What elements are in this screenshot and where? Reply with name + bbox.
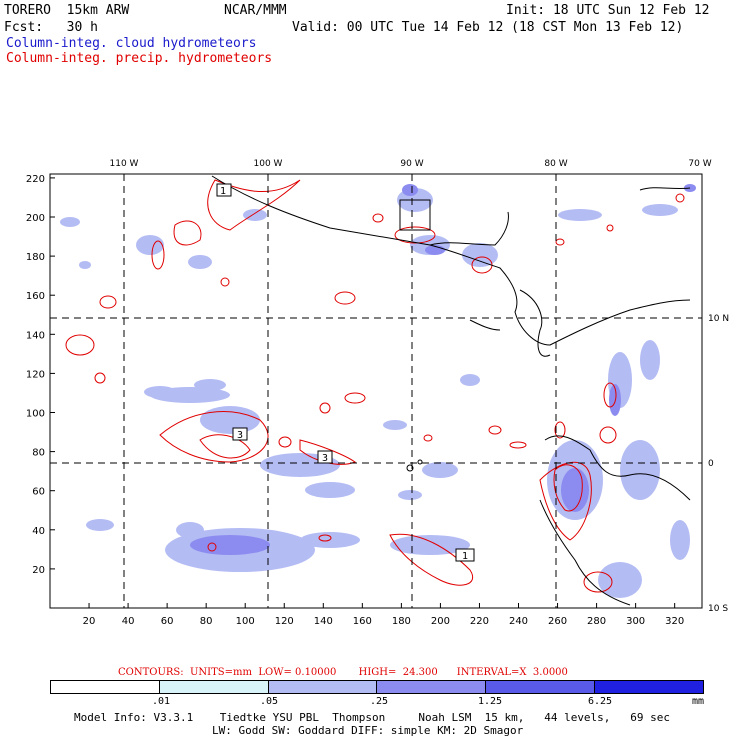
contour-label-1: 1 [220, 186, 226, 197]
y-tick-label-0: 20 [32, 565, 45, 576]
colorbar-unit: mm [692, 696, 705, 707]
x-tick-label-10: 220 [470, 616, 489, 627]
colorbar-bin-4 [486, 681, 596, 693]
x-tick-label-15: 320 [665, 616, 684, 627]
y-tick-label-5: 120 [26, 369, 45, 380]
colorbar-bin-5 [595, 681, 703, 693]
cloud-field [60, 188, 690, 598]
contour-label-3a: 3 [237, 430, 243, 441]
contour-label-4: 1 [462, 551, 468, 562]
colorbar-label-0: .01 [152, 696, 171, 707]
lon-label-3: 80 W [544, 159, 567, 169]
lon-label-4: 70 W [688, 159, 711, 169]
y-tick-label-8: 180 [26, 252, 45, 263]
x-tick-label-6: 140 [314, 616, 333, 627]
lat-label-2: 10 S [708, 604, 728, 614]
map-frame [49, 173, 703, 609]
x-tick-label-13: 280 [587, 616, 606, 627]
longitude-labels: 110 W 100 W 90 W 80 W 70 W [110, 159, 712, 169]
coastlines [211, 175, 691, 606]
model-info-line2: LW: Godd SW: Goddard DIFF: simple KM: 2D… [212, 724, 524, 737]
y-tick-label-6: 140 [26, 330, 45, 341]
colorbar-bin-0 [51, 681, 160, 693]
x-tick-label-12: 260 [548, 616, 567, 627]
lat-lon-grid [50, 174, 702, 608]
x-tick-label-1: 40 [122, 616, 135, 627]
x-tick-label-4: 100 [236, 616, 255, 627]
latitude-labels: 10 N 0 10 S [708, 314, 729, 614]
init-time: Init: 18 UTC Sun 12 Feb 12 [506, 3, 710, 18]
x-tick-label-5: 120 [275, 616, 294, 627]
lat-label-1: 0 [708, 459, 714, 469]
y-tick-label-10: 220 [26, 174, 45, 185]
x-tick-label-14: 300 [626, 616, 645, 627]
colorbar-label-3: 1.25 [478, 696, 503, 707]
x-axis-ticks: 20 40 60 80 100 120 140 160 180 200 220 240 260 280 30… [83, 603, 684, 627]
colorbar-label-1: .05 [260, 696, 279, 707]
y-tick-label-3: 80 [32, 448, 45, 459]
y-tick-label-9: 200 [26, 213, 45, 224]
colorbar-bin-2 [268, 681, 378, 693]
x-tick-label-2: 60 [161, 616, 174, 627]
lon-label-1: 100 W [254, 159, 283, 169]
contour-info: CONTOURS: UNITS=mm LOW= 0.10000 HIGH= 24… [118, 667, 568, 678]
x-tick-label-3: 80 [200, 616, 213, 627]
legend-precip-label: Column-integ. precip. hydrometeors [6, 51, 273, 66]
lat-label-0: 10 N [708, 314, 729, 324]
y-tick-label-4: 100 [26, 409, 45, 420]
x-tick-label-0: 20 [83, 616, 96, 627]
lon-label-2: 90 W [400, 159, 423, 169]
x-tick-label-7: 160 [353, 616, 372, 627]
x-tick-label-9: 200 [431, 616, 450, 627]
lon-label-0: 110 W [110, 159, 139, 169]
forecast-hour: Fcst: 30 h [4, 20, 98, 35]
colorbar-label-2: .25 [370, 696, 389, 707]
colorbar-bin-3 [377, 681, 487, 693]
x-tick-label-8: 180 [392, 616, 411, 627]
colorbar-bin-1 [159, 681, 269, 693]
colorbar-label-4: 6.25 [588, 696, 613, 707]
y-axis-ticks: 20 40 60 80 100 120 140 160 180 200 220 [26, 174, 55, 576]
colorbar [50, 680, 704, 694]
model-title: TORERO 15km ARW [4, 3, 130, 18]
model-info-line1: Model Info: V3.3.1 Tiedtke YSU PBL Thomp… [74, 711, 671, 724]
contour-label-3b: 3 [322, 453, 328, 464]
contour-label-boxes [216, 183, 475, 562]
center-title: NCAR/MMM [224, 3, 287, 18]
y-tick-label-7: 160 [26, 291, 45, 302]
x-tick-label-11: 240 [509, 616, 528, 627]
precip-contours [65, 179, 685, 593]
legend-cloud-label: Column-integ. cloud hydrometeors [6, 36, 257, 51]
y-tick-label-1: 40 [32, 526, 45, 537]
valid-time: Valid: 00 UTC Tue 14 Feb 12 (18 CST Mon … [292, 20, 684, 35]
y-tick-label-2: 60 [32, 487, 45, 498]
